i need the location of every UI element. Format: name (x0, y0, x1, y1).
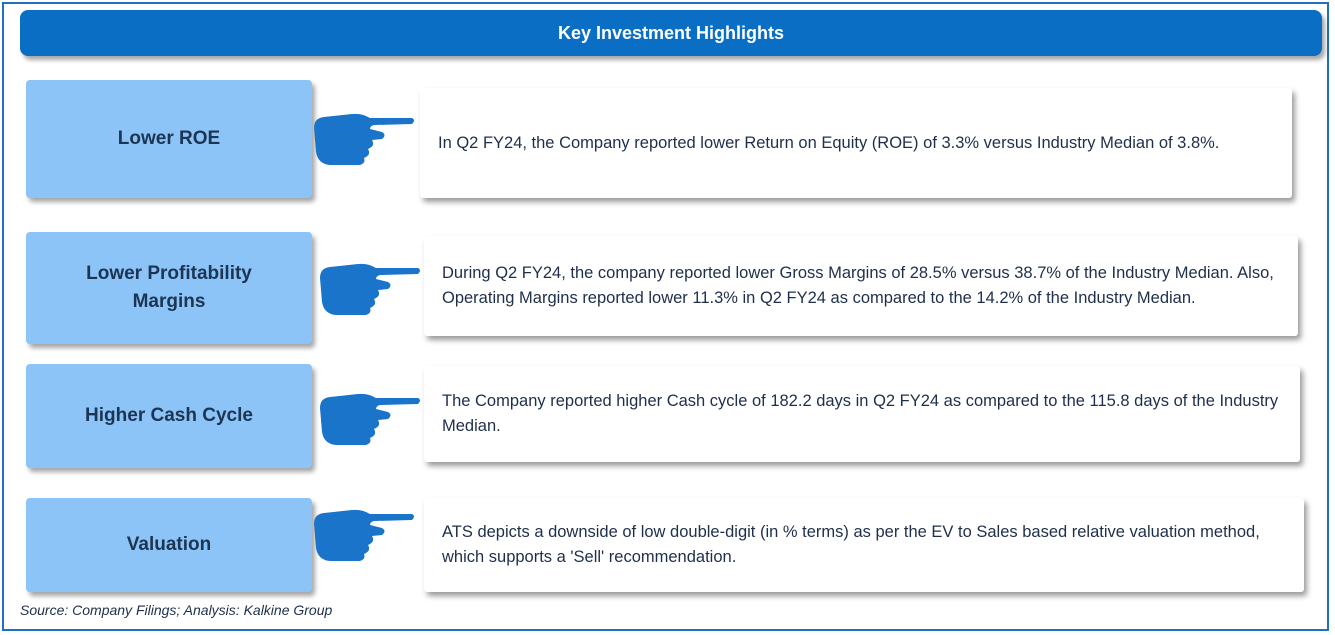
pointing-hand-icon (314, 113, 414, 165)
pointing-hand-icon (320, 263, 420, 315)
highlight-text-cash-cycle: The Company reported higher Cash cycle o… (424, 366, 1300, 462)
page-title: Key Investment Highlights (20, 10, 1322, 56)
highlight-label-cash-cycle: Higher Cash Cycle (26, 364, 312, 468)
highlight-text-valuation: ATS depicts a downside of low double-dig… (424, 498, 1304, 592)
pointing-hand-icon (320, 393, 420, 445)
highlight-label-roe: Lower ROE (26, 80, 312, 198)
highlight-label-margins-text: Lower Profitability Margins (86, 263, 252, 312)
pointing-hand-icon (314, 509, 414, 561)
highlight-label-margins: Lower Profitability Margins (26, 232, 312, 344)
source-note: Source: Company Filings; Analysis: Kalki… (20, 602, 333, 618)
highlight-text-margins: During Q2 FY24, the company reported low… (424, 236, 1298, 336)
highlight-text-roe: In Q2 FY24, the Company reported lower R… (420, 88, 1292, 198)
highlight-label-valuation: Valuation (26, 498, 312, 592)
